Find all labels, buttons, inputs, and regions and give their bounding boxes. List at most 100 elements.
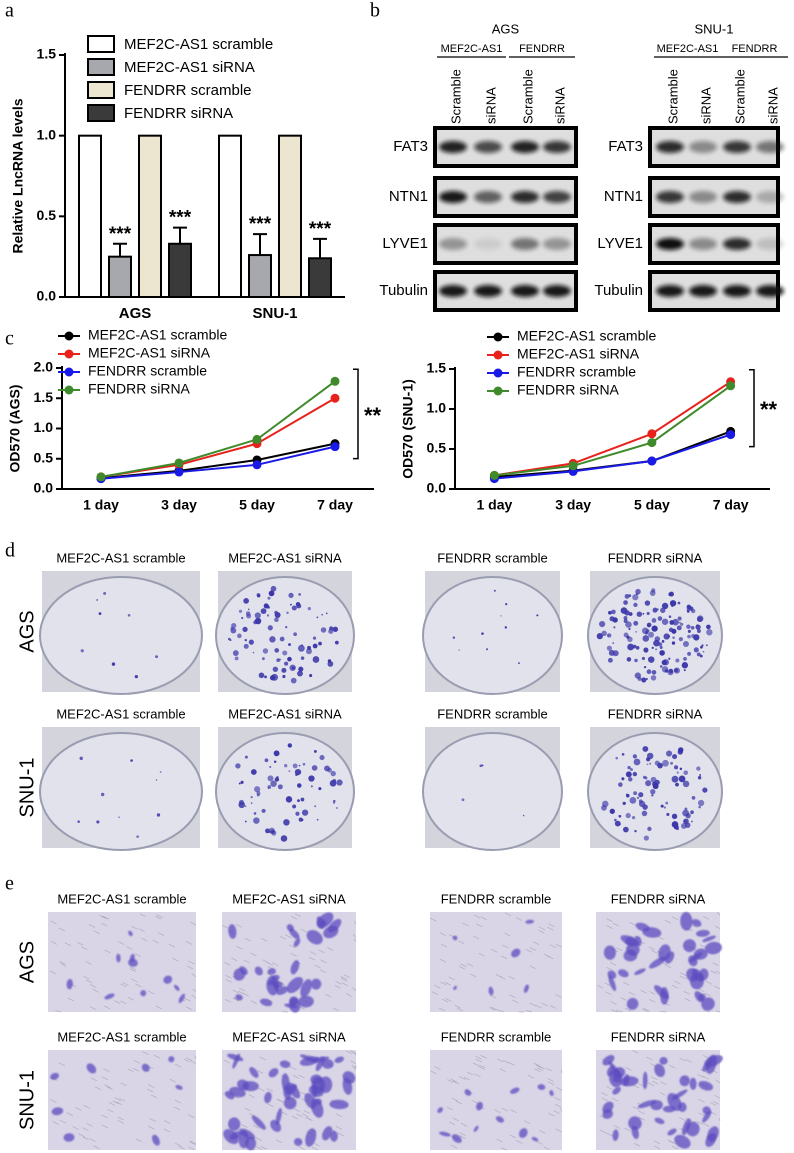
cell-cluster	[283, 1096, 297, 1110]
cell-cluster	[654, 1063, 666, 1078]
membrane-texture	[529, 965, 536, 969]
colony	[627, 766, 631, 770]
membrane-texture	[612, 922, 620, 927]
membrane-texture	[327, 947, 334, 951]
membrane-texture	[451, 1097, 458, 1102]
row-label: NTN1	[604, 188, 643, 205]
membrane-texture	[250, 1000, 258, 1005]
membrane-texture	[255, 1137, 263, 1142]
colony	[671, 775, 679, 783]
cell-cluster	[227, 1053, 244, 1062]
membrane-texture	[499, 976, 506, 980]
membrane-texture	[291, 1115, 299, 1120]
colony	[641, 656, 646, 661]
colony	[308, 775, 315, 782]
membrane-texture	[353, 1066, 357, 1071]
panel-label: e	[5, 873, 14, 895]
plate	[215, 732, 355, 851]
colony	[612, 617, 618, 623]
membrane-texture	[352, 987, 357, 991]
cell-cluster	[659, 1056, 668, 1065]
membrane-texture	[620, 997, 627, 1001]
colony	[136, 835, 139, 838]
error-bar	[113, 242, 127, 257]
colony	[244, 755, 248, 759]
cell-cluster	[437, 1107, 443, 1113]
membrane-texture	[189, 1140, 196, 1145]
colony	[682, 809, 690, 817]
colony	[632, 754, 638, 759]
colony	[250, 769, 257, 775]
bar	[168, 242, 192, 298]
significance: **	[364, 403, 382, 428]
colony	[647, 826, 652, 832]
colony	[601, 804, 607, 811]
membrane-texture	[445, 998, 452, 1002]
colony	[327, 661, 334, 667]
membrane-texture	[553, 1110, 560, 1114]
membrane-texture	[525, 949, 532, 953]
cell-cluster	[702, 1106, 711, 1115]
membrane-texture	[460, 1122, 468, 1127]
colony	[642, 746, 649, 752]
membrane-texture	[58, 1062, 66, 1067]
y-tick-label: 1.5	[34, 389, 54, 405]
cell-cluster	[680, 911, 693, 931]
lane-label: siRNA	[698, 87, 713, 124]
membrane-texture	[460, 963, 467, 968]
blot-band	[689, 285, 717, 297]
colony	[297, 799, 300, 803]
colony	[330, 770, 336, 777]
blot-band	[723, 238, 751, 250]
membrane-texture	[225, 979, 232, 983]
colony	[691, 796, 696, 800]
membrane-texture	[306, 1117, 313, 1122]
cell-cluster	[289, 928, 300, 940]
bar	[278, 134, 302, 298]
membrane-texture	[431, 991, 439, 996]
membrane-texture	[311, 1146, 319, 1151]
membrane-texture	[231, 957, 238, 962]
membrane-texture	[104, 949, 111, 954]
colony	[268, 606, 271, 609]
membrane-texture	[319, 969, 326, 973]
membrane-texture	[529, 947, 537, 951]
membrane-texture	[223, 1059, 230, 1064]
lane-label: siRNA	[483, 87, 498, 124]
colony	[684, 807, 688, 811]
cell-cluster	[293, 938, 301, 948]
membrane-texture	[472, 1062, 480, 1067]
colony	[659, 665, 663, 668]
membrane-texture	[191, 973, 197, 977]
cell-cluster	[174, 984, 180, 991]
cell-cluster	[141, 1063, 150, 1072]
membrane-texture	[633, 1084, 640, 1089]
membrane-texture	[494, 1109, 501, 1114]
cell-cluster	[698, 1080, 714, 1091]
colony	[648, 631, 654, 638]
legend-marker	[493, 386, 503, 396]
colony	[277, 658, 280, 661]
lane-label: Scramble	[520, 69, 535, 124]
colony	[267, 775, 274, 782]
colony	[103, 591, 107, 595]
colony	[298, 666, 304, 672]
membrane-texture	[538, 1065, 545, 1070]
membrane-texture	[640, 989, 647, 994]
blot-band	[689, 191, 717, 203]
colony	[649, 590, 656, 596]
membrane-texture	[548, 923, 555, 927]
membrane-texture	[225, 974, 232, 979]
cell-cluster	[330, 1130, 338, 1142]
membrane-texture	[81, 946, 88, 951]
membrane-texture	[659, 1091, 666, 1096]
membrane-texture	[536, 1141, 543, 1145]
legend-marker	[64, 349, 74, 359]
colony	[243, 643, 249, 649]
membrane-texture	[430, 1070, 437, 1075]
membrane-texture	[351, 1065, 357, 1069]
colony	[155, 779, 158, 781]
membrane-texture	[248, 1094, 255, 1098]
colony	[294, 768, 302, 776]
colony	[261, 808, 266, 813]
